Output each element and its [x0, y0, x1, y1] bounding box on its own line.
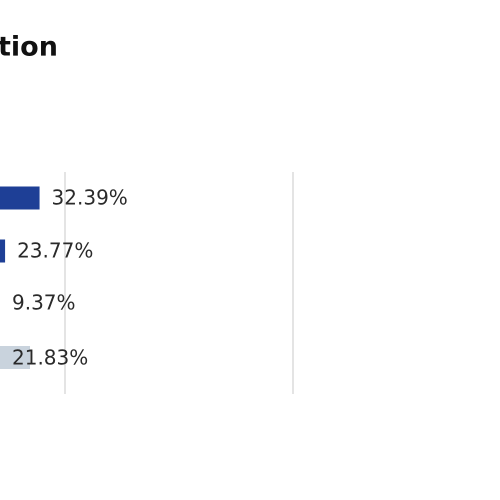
bar: [0, 186, 40, 210]
value-label: 23.77%: [17, 239, 93, 263]
bar: [0, 239, 6, 263]
background-segment: [0, 346, 30, 369]
value-label: 32.39%: [52, 186, 128, 210]
value-label: 21.83%: [12, 346, 88, 370]
value-label: 9.37%: [12, 291, 76, 315]
chart-title: tion: [0, 32, 58, 63]
